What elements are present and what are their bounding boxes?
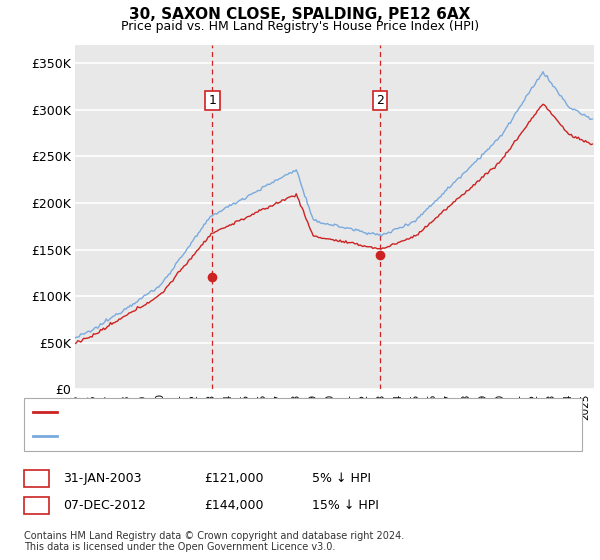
Text: 07-DEC-2012: 07-DEC-2012 (63, 499, 146, 512)
Text: £144,000: £144,000 (204, 499, 263, 512)
Text: £121,000: £121,000 (204, 472, 263, 486)
Text: 30, SAXON CLOSE, SPALDING, PE12 6AX: 30, SAXON CLOSE, SPALDING, PE12 6AX (130, 7, 470, 22)
Text: 15% ↓ HPI: 15% ↓ HPI (312, 499, 379, 512)
Text: Contains HM Land Registry data © Crown copyright and database right 2024.
This d: Contains HM Land Registry data © Crown c… (24, 531, 404, 553)
Text: Price paid vs. HM Land Registry's House Price Index (HPI): Price paid vs. HM Land Registry's House … (121, 20, 479, 32)
Text: 2: 2 (32, 499, 41, 512)
Text: 31-JAN-2003: 31-JAN-2003 (63, 472, 142, 486)
Text: HPI: Average price, detached house, South Holland: HPI: Average price, detached house, Sout… (63, 431, 348, 441)
Text: 5% ↓ HPI: 5% ↓ HPI (312, 472, 371, 486)
Text: 1: 1 (209, 94, 217, 107)
Text: 1: 1 (32, 472, 41, 486)
Text: 30, SAXON CLOSE, SPALDING, PE12 6AX (detached house): 30, SAXON CLOSE, SPALDING, PE12 6AX (det… (63, 408, 388, 418)
Text: 2: 2 (376, 94, 384, 107)
